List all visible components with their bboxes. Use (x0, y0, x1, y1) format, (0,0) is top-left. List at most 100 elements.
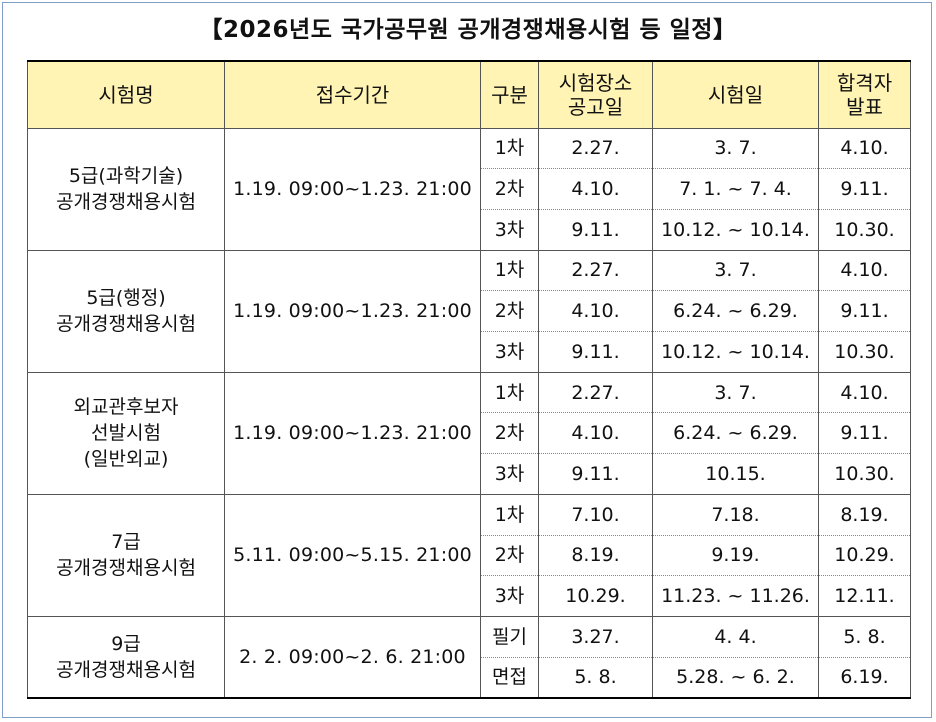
result-announce-cell: 10.29. (818, 534, 911, 576)
stage-cell: 1차 (480, 127, 539, 169)
stage-cell: 2차 (480, 412, 539, 454)
venue-announce-cell: 9.11. (538, 331, 653, 373)
venue-announce-cell: 5. 8. (538, 656, 653, 698)
registration-period-cell: 1.19. 09:00~1.23. 21:00 (224, 127, 481, 251)
venue-announce-cell: 4.10. (538, 412, 653, 454)
registration-period-cell: 1.19. 09:00~1.23. 21:00 (224, 249, 481, 373)
exam-date-cell: 10.12. ~ 10.14. (652, 208, 819, 251)
venue-announce-cell: 8.19. (538, 534, 653, 576)
exam-date-cell: 3. 7. (652, 249, 819, 291)
exam-date-cell: 6.24. ~ 6.29. (652, 412, 819, 454)
venue-announce-cell: 2.27. (538, 371, 653, 413)
exam-name-line: 공개경쟁채용시험 (56, 313, 196, 336)
exam-date-cell: 9.19. (652, 534, 819, 576)
result-announce-cell: 9.11. (818, 290, 911, 332)
header-period: 접수기간 (224, 61, 481, 129)
stage-cell: 면접 (480, 656, 539, 698)
venue-announce-cell: 9.11. (538, 453, 653, 495)
header-row: 시험명 접수기간 구분 시험장소 공고일 시험일 합격자 발표 (27, 61, 911, 129)
table-row: 3차 9.11. 10.12. ~ 10.14. 10.30. (28, 331, 911, 373)
header-date: 시험일 (652, 61, 819, 129)
result-announce-cell: 4.10. (818, 127, 911, 169)
exam-name-line: 5급(과학기술) (68, 165, 184, 188)
venue-announce-cell: 9.11. (538, 208, 653, 251)
table-row: 9급 공개경쟁채용시험 2. 2. 09:00~2. 6. 21:00 필기 3.27.… (27, 615, 911, 698)
header-result: 합격자 발표 (818, 61, 911, 129)
header-result-line: 발표 (846, 94, 883, 119)
exam-name-line: 외교관후보자 (73, 396, 179, 419)
stage-cell: 필기 (480, 615, 539, 658)
result-announce-cell: 9.11. (818, 168, 911, 210)
document-title: 【2026년도 국가공무원 공개경쟁채용시험 등 일정】 (199, 17, 737, 43)
exam-date-cell: 10.12. ~ 10.14. (652, 331, 819, 373)
schedule-body: 5급(과학기술) 공개경쟁채용시험 1.19. 09:00~1.23. 21:00 1… (27, 127, 911, 698)
exam-date-cell: 7.18. (652, 493, 819, 536)
result-announce-cell: 9.11. (818, 412, 911, 454)
exam-name-cell: 5급(과학기술) 공개경쟁채용시험 (27, 127, 225, 251)
table-row: 3차 10.29. 11.23. ~ 11.26. 12.11. (28, 575, 911, 617)
table-row: 2차 4.10. 6.24. ~ 6.29. 9.11. (28, 290, 911, 332)
exam-name-line: 공개경쟁채용시험 (56, 658, 196, 681)
stage-cell: 2차 (480, 534, 539, 576)
venue-announce-cell: 10.29. (538, 575, 653, 617)
venue-announce-cell: 4.10. (538, 168, 653, 210)
header-result-line: 합격자 (836, 70, 893, 95)
exam-date-cell: 11.23. ~ 11.26. (652, 575, 819, 617)
stage-cell: 2차 (480, 168, 539, 210)
stage-cell: 1차 (480, 493, 539, 536)
venue-announce-cell: 3.27. (538, 615, 653, 658)
table-row: 외교관후보자 선발시험 (일반외교) 1.19. 09:00~1.23. 21:00 1… (27, 371, 911, 495)
registration-period-cell: 1.19. 09:00~1.23. 21:00 (224, 371, 481, 495)
stage-cell: 3차 (480, 453, 539, 495)
exam-name-line: 5급(행정) (86, 287, 166, 310)
table-row: 면접 5. 8. 5.28. ~ 6. 2. 6.19. (28, 656, 911, 698)
table-row: 7급 공개경쟁채용시험 5.11. 09:00~5.15. 21:00 1차 7.10.… (27, 493, 911, 617)
header-venue-line: 공고일 (567, 94, 624, 119)
stage-cell: 1차 (480, 371, 539, 413)
exam-date-cell: 3. 7. (652, 127, 819, 169)
result-announce-cell: 10.30. (818, 208, 911, 251)
exam-name-line: 선발시험 (91, 422, 161, 445)
exam-date-cell: 4. 4. (652, 615, 819, 658)
result-announce-cell: 4.10. (818, 249, 911, 291)
header-venue: 시험장소 공고일 (538, 61, 653, 129)
stage-cell: 3차 (480, 331, 539, 373)
exam-schedule-table: 시험명 접수기간 구분 시험장소 공고일 시험일 합격자 발표 5급(과학기술)… (27, 60, 911, 699)
result-announce-cell: 6.19. (818, 656, 911, 698)
exam-name-line: 공개경쟁채용시험 (56, 191, 196, 214)
exam-date-cell: 6.24. ~ 6.29. (652, 290, 819, 332)
venue-announce-cell: 4.10. (538, 290, 653, 332)
result-announce-cell: 12.11. (818, 575, 911, 617)
venue-announce-cell: 7.10. (538, 493, 653, 536)
result-announce-cell: 10.30. (818, 331, 911, 373)
table-row: 2차 8.19. 9.19. 10.29. (28, 534, 911, 576)
result-announce-cell: 4.10. (818, 371, 911, 413)
exam-name-line: (일반외교) (83, 448, 169, 471)
exam-date-cell: 7. 1. ~ 7. 4. (652, 168, 819, 210)
registration-period-cell: 5.11. 09:00~5.15. 21:00 (224, 493, 481, 617)
exam-name-line: 공개경쟁채용시험 (56, 557, 196, 580)
stage-cell: 2차 (480, 290, 539, 332)
result-announce-cell: 10.30. (818, 453, 911, 495)
venue-announce-cell: 2.27. (538, 249, 653, 291)
header-exam: 시험명 (27, 61, 225, 129)
exam-name-line: 7급 (111, 531, 141, 554)
result-announce-cell: 8.19. (818, 493, 911, 536)
stage-cell: 3차 (480, 208, 539, 251)
table-row: 2차 4.10. 6.24. ~ 6.29. 9.11. (28, 412, 911, 454)
venue-announce-cell: 2.27. (538, 127, 653, 169)
stage-cell: 3차 (480, 575, 539, 617)
exam-date-cell: 5.28. ~ 6. 2. (652, 656, 819, 698)
header-venue-line: 시험장소 (558, 70, 633, 95)
result-announce-cell: 5. 8. (818, 615, 911, 658)
exam-date-cell: 3. 7. (652, 371, 819, 413)
registration-period-cell: 2. 2. 09:00~2. 6. 21:00 (224, 615, 481, 698)
exam-name-line: 9급 (111, 632, 141, 655)
header-stage: 구분 (480, 61, 539, 129)
table-row: 2차 4.10. 7. 1. ~ 7. 4. 9.11. (28, 168, 911, 210)
exam-name-cell: 5급(행정) 공개경쟁채용시험 (27, 249, 225, 373)
stage-cell: 1차 (480, 249, 539, 291)
